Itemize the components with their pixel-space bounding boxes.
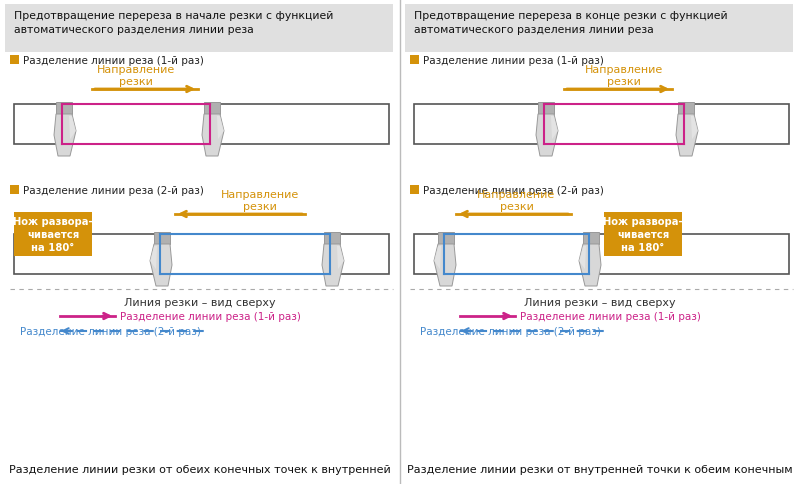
Polygon shape	[150, 246, 157, 270]
Text: Разделение линии реза (2-й раз): Разделение линии реза (2-й раз)	[23, 186, 204, 196]
Text: Предотвращение перереза в конце резки с функцией
автоматического разделения лини: Предотвращение перереза в конце резки с …	[414, 11, 728, 35]
Polygon shape	[434, 246, 441, 270]
Polygon shape	[579, 244, 601, 287]
Text: Разделение линии реза (1-й раз): Разделение линии реза (1-й раз)	[423, 56, 604, 66]
Bar	[14, 105, 389, 145]
Text: Разделение линии реза (1-й раз): Разделение линии реза (1-й раз)	[23, 56, 204, 66]
Text: Линия резки – вид сверху: Линия резки – вид сверху	[524, 297, 676, 307]
Text: Предотвращение перереза в начале резки с функцией
автоматического разделения лин: Предотвращение перереза в начале резки с…	[14, 11, 334, 35]
Polygon shape	[337, 246, 344, 270]
Bar	[14, 235, 389, 274]
Bar	[414, 105, 789, 145]
Bar	[414, 235, 789, 274]
Text: Разделение линии резки от внутренней точки к обеим конечным: Разделение линии резки от внутренней точ…	[407, 464, 793, 474]
Polygon shape	[579, 246, 586, 270]
Bar	[438, 232, 454, 244]
Bar	[410, 186, 419, 195]
Polygon shape	[202, 115, 224, 157]
Text: Разделение линии резки от обеих конечных точек к внутренней: Разделение линии резки от обеих конечных…	[9, 464, 391, 474]
Text: Разделение линии реза (1-й раз): Разделение линии реза (1-й раз)	[120, 311, 301, 321]
Text: Разделение линии реза (2-й раз): Разделение линии реза (2-й раз)	[420, 326, 601, 336]
Bar	[204, 103, 220, 115]
Bar	[538, 103, 554, 115]
Bar	[678, 103, 694, 115]
Text: Разделение линии реза (1-й раз): Разделение линии реза (1-й раз)	[520, 311, 701, 321]
Text: Разделение линии реза (2-й раз): Разделение линии реза (2-й раз)	[20, 326, 201, 336]
Bar	[324, 232, 340, 244]
Bar	[10, 186, 19, 195]
Polygon shape	[69, 117, 76, 140]
Bar	[583, 232, 599, 244]
Text: Направление
резки: Направление резки	[478, 189, 556, 212]
Text: Направление
резки: Направление резки	[221, 189, 299, 212]
Bar	[14, 212, 92, 257]
Polygon shape	[150, 244, 172, 287]
Polygon shape	[536, 115, 558, 157]
Polygon shape	[676, 115, 698, 157]
Polygon shape	[691, 117, 698, 140]
Text: Направление
резки: Направление резки	[585, 64, 663, 87]
Bar	[410, 56, 419, 65]
Bar	[405, 5, 793, 53]
Polygon shape	[217, 117, 224, 140]
Polygon shape	[434, 244, 456, 287]
Bar	[56, 103, 72, 115]
Text: Нож развора-
чивается
на 180°: Нож развора- чивается на 180°	[13, 217, 93, 252]
Text: Нож развора-
чивается
на 180°: Нож развора- чивается на 180°	[603, 217, 683, 252]
Text: Линия резки – вид сверху: Линия резки – вид сверху	[124, 297, 276, 307]
Bar	[10, 56, 19, 65]
Text: Разделение линии реза (2-й раз): Разделение линии реза (2-й раз)	[423, 186, 604, 196]
Polygon shape	[551, 117, 558, 140]
Polygon shape	[322, 244, 344, 287]
Bar	[604, 212, 682, 257]
Polygon shape	[54, 115, 76, 157]
Bar	[154, 232, 170, 244]
Text: Направление
резки: Направление резки	[97, 64, 175, 87]
Bar	[5, 5, 393, 53]
